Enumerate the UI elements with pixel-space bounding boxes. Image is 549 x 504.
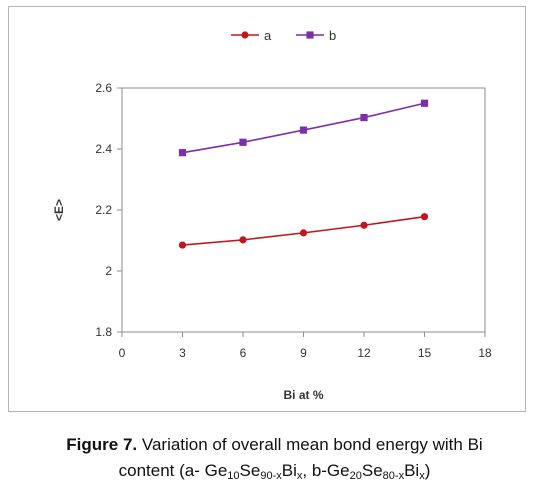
caption-text: Bi [281, 461, 297, 480]
x-axis-title: Bi at % [283, 388, 323, 402]
plot-area [121, 87, 486, 333]
caption-line-2: content (a- Ge10Se90-xBix, b-Ge20Se80-xB… [0, 458, 549, 484]
data-point-a [178, 241, 187, 249]
figure-label: Figure 7. [66, 435, 138, 454]
data-point-b [299, 126, 308, 134]
caption-sub: 90-x [260, 470, 282, 482]
data-point-b [239, 138, 247, 146]
data-point-a [360, 221, 368, 229]
data-point-b [420, 99, 429, 107]
x-tick-label: 18 [478, 346, 492, 360]
caption-sub: x [296, 470, 303, 482]
data-point-a [299, 229, 308, 237]
y-tick-label: 2 [105, 264, 112, 278]
line-chart: 0 3 6 9 12 15 18 1.8 2 2.2 2.4 2.6 Bi at % <E> a b [52, 28, 492, 402]
caption-line-1: Figure 7. Variation of overall mean bond… [0, 432, 549, 458]
y-tick-label: 2.2 [95, 203, 112, 217]
y-tick-label: 1.8 [95, 325, 112, 339]
legend-label-a: a [264, 28, 272, 43]
caption-text-1: Variation of overall mean bond energy wi… [137, 435, 483, 454]
legend-marker-b [306, 31, 314, 39]
data-point-a [239, 236, 247, 244]
caption-text: Se [239, 461, 261, 480]
caption-sub: 80-x [382, 470, 405, 482]
figure-caption: Figure 7. Variation of overall mean bond… [0, 432, 549, 484]
caption-text-2: content (a- Ge [118, 461, 228, 480]
caption-sub: x [419, 470, 425, 482]
x-tick-label: 9 [300, 346, 307, 360]
x-tick-label: 15 [418, 346, 432, 360]
y-tick-label: 2.4 [95, 142, 112, 156]
x-tick-label: 3 [179, 346, 186, 360]
x-tick-label: 0 [119, 346, 126, 360]
caption-sub: 20 [349, 470, 362, 482]
caption-sub: 10 [227, 470, 240, 482]
caption-text: Bi [404, 461, 420, 480]
caption-text: ) [424, 461, 431, 480]
x-tick-label: 6 [240, 346, 247, 360]
data-point-b [360, 113, 368, 122]
x-tick-label: 12 [357, 346, 371, 360]
data-point-b [178, 149, 187, 157]
y-tick-label: 2.6 [95, 81, 112, 95]
caption-text: Se [361, 461, 383, 480]
data-point-a [420, 213, 429, 221]
legend-marker-a [241, 31, 249, 39]
chart-frame: 0 3 6 9 12 15 18 1.8 2 2.2 2.4 2.6 Bi at % <E> a b [8, 6, 526, 412]
y-axis-title: <E> [52, 199, 66, 221]
caption-text: , b-Ge [302, 461, 350, 480]
legend-label-b: b [329, 28, 336, 43]
